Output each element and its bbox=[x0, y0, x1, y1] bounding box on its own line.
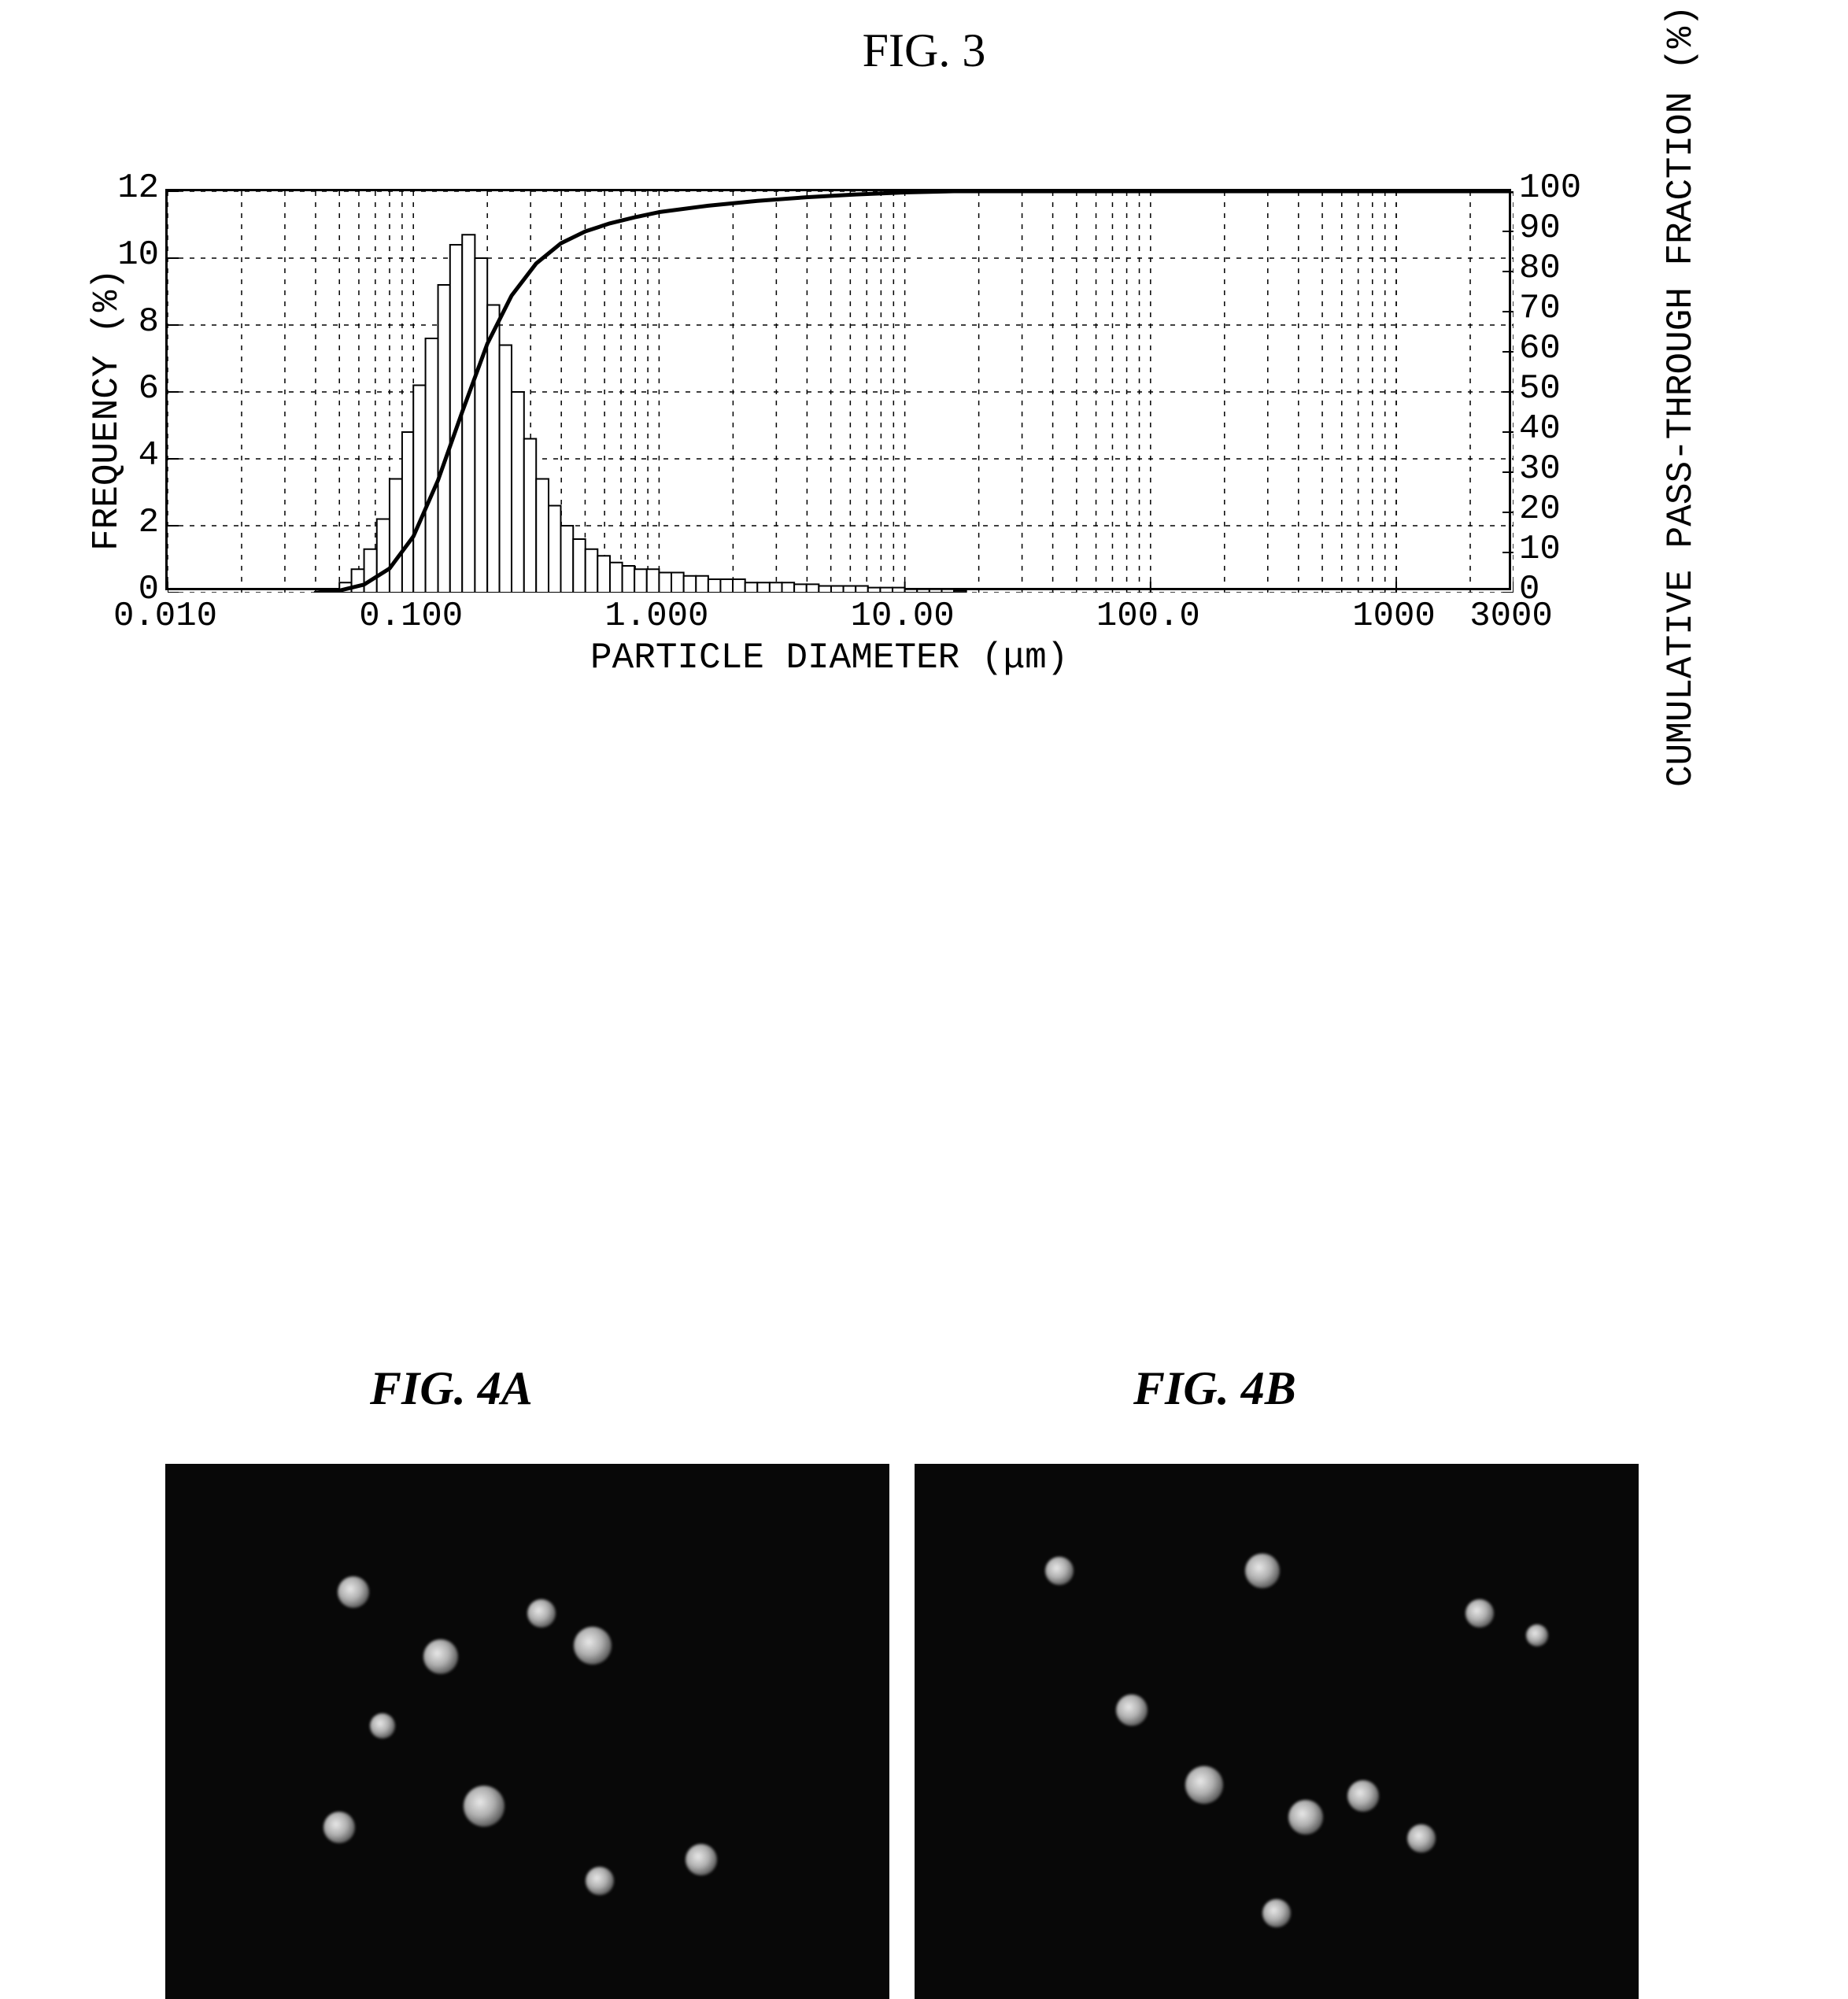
particle-speck bbox=[338, 1576, 369, 1608]
y-right-tick: 20 bbox=[1519, 490, 1561, 529]
particle-speck bbox=[423, 1639, 458, 1674]
y-right-tick: 30 bbox=[1519, 449, 1561, 489]
x-tick: 0.100 bbox=[356, 597, 466, 636]
particle-speck bbox=[370, 1713, 395, 1739]
y-right-tick: 0 bbox=[1519, 570, 1539, 609]
page: FIG. 3 FREQUENCY (%) CUMULATIVE PASS-THR… bbox=[0, 0, 1848, 1983]
x-tick: 1000 bbox=[1339, 597, 1449, 636]
y-left-tick: 8 bbox=[104, 302, 159, 342]
x-axis-label: PARTICLE DIAMETER (μm) bbox=[590, 637, 1068, 678]
particle-speck bbox=[1526, 1624, 1548, 1646]
particle-speck bbox=[1347, 1780, 1379, 1812]
x-tick: 100.0 bbox=[1093, 597, 1203, 636]
y-right-tick: 60 bbox=[1519, 329, 1561, 368]
y-left-tick: 4 bbox=[104, 436, 159, 475]
particle-speck bbox=[574, 1627, 612, 1665]
y-left-tick: 10 bbox=[104, 235, 159, 275]
x-tick: 1.000 bbox=[601, 597, 711, 636]
fig4a-photo bbox=[165, 1464, 889, 1999]
y-right-tick: 90 bbox=[1519, 209, 1561, 248]
plot-area bbox=[165, 189, 1511, 590]
particle-speck bbox=[1116, 1694, 1148, 1726]
x-tick: 10.00 bbox=[848, 597, 958, 636]
y-left-tick: 12 bbox=[104, 168, 159, 208]
particle-speck bbox=[1185, 1766, 1223, 1804]
y-right-tick: 50 bbox=[1519, 369, 1561, 408]
particle-speck bbox=[1262, 1899, 1291, 1927]
particle-speck bbox=[323, 1812, 355, 1843]
y-left-tick: 0 bbox=[104, 570, 159, 609]
fig3-title: FIG. 3 bbox=[0, 24, 1848, 78]
fig3-chart: FREQUENCY (%) CUMULATIVE PASS-THROUGH FR… bbox=[165, 189, 1511, 590]
particle-speck bbox=[527, 1599, 556, 1628]
fig4-photos bbox=[165, 1464, 1639, 1999]
fig4b-title: FIG. 4B bbox=[1133, 1362, 1296, 1416]
particle-speck bbox=[686, 1844, 717, 1875]
x-tick: 3000 bbox=[1456, 597, 1566, 636]
particle-speck bbox=[464, 1786, 505, 1827]
y-right-tick: 80 bbox=[1519, 249, 1561, 288]
particle-speck bbox=[1407, 1824, 1436, 1853]
y-right-tick: 100 bbox=[1519, 168, 1581, 208]
particle-speck bbox=[1465, 1599, 1494, 1628]
fig4a-title: FIG. 4A bbox=[370, 1362, 533, 1416]
y-right-tick: 40 bbox=[1519, 409, 1561, 449]
fig4b-photo bbox=[915, 1464, 1639, 1999]
y-axis-right-label: CUMULATIVE PASS-THROUGH FRACTION (%) bbox=[1661, 5, 1702, 787]
y-right-tick: 70 bbox=[1519, 289, 1561, 328]
particle-speck bbox=[1245, 1554, 1280, 1588]
particle-speck bbox=[586, 1867, 614, 1895]
y-left-tick: 6 bbox=[104, 369, 159, 408]
plot-svg bbox=[168, 191, 1514, 593]
particle-speck bbox=[1288, 1800, 1323, 1835]
y-right-tick: 10 bbox=[1519, 530, 1561, 569]
y-left-tick: 2 bbox=[104, 503, 159, 542]
particle-speck bbox=[1045, 1557, 1074, 1585]
